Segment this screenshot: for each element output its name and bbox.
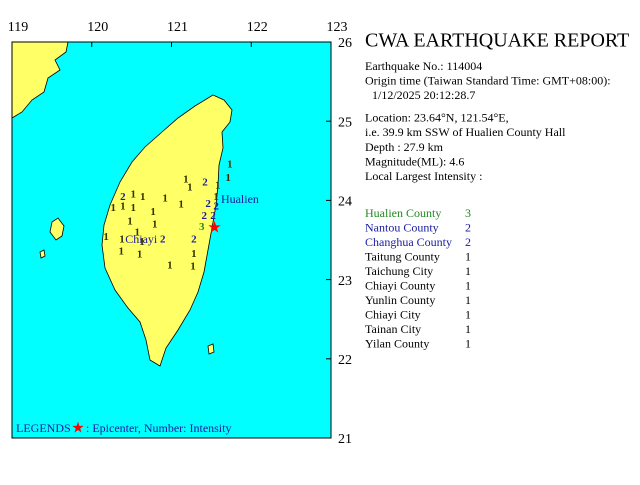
station-intensity: 1 [130,202,136,214]
lon-tick-label: 119 [8,20,28,35]
lat-tick-label: 25 [338,115,352,130]
county-intensity: 1 [465,264,471,278]
penghu [49,217,65,241]
lat-tick-label: 26 [338,36,352,51]
county-intensity: 3 [465,206,471,220]
station-intensity: 1 [103,231,109,243]
county-name: Taichung City [365,264,433,278]
county-intensity: 1 [465,322,471,336]
lat-tick-label: 23 [338,274,352,289]
lat-tick-label: 22 [338,353,352,368]
land [11,41,233,367]
station-intensity: 1 [183,173,189,185]
county-name: Tainan City [365,322,421,336]
station-intensity: 2 [210,210,216,222]
county-intensity: 1 [465,336,471,350]
station-intensity: 2 [201,210,207,222]
station-intensity: 1 [187,181,193,193]
station-intensity: 1 [178,199,184,211]
report-line: 1/12/2025 20:12:28.7 [372,88,475,102]
station-intensity: 1 [134,226,140,238]
station-intensity: 1 [150,206,156,218]
county-intensity: 2 [465,235,471,249]
station-intensity: 2 [213,200,219,212]
county-name: Hualien County [365,206,441,220]
station-intensity: 1 [120,200,126,212]
county-intensity: 1 [465,249,471,263]
legend-star: ★ [71,420,84,436]
station-intensity: 1 [140,191,146,203]
station-intensity: 1 [152,218,158,230]
island [39,249,46,259]
legend-label: LEGENDS [16,421,71,435]
lat-tick-label: 21 [338,432,352,447]
station-intensity: 2 [160,234,166,246]
station-intensity: 1 [119,245,125,257]
report-line: Origin time (Taiwan Standard Time: GMT+0… [365,73,611,87]
lat-tick-label: 24 [338,195,352,210]
lon-tick-label: 123 [327,20,348,35]
county-name: Yunlin County [365,293,435,307]
county-intensity: 1 [465,293,471,307]
station-intensity: 1 [162,192,168,204]
station-intensity: 1 [137,249,143,261]
station-intensity: 2 [205,198,211,210]
county-name: Taitung County [365,249,440,263]
report-title: CWA EARTHQUAKE REPORT [365,30,629,52]
county-intensity: 2 [465,220,471,234]
county-name: Nantou County [365,220,439,234]
county-name: Chiayi City [365,307,421,321]
station-intensity: 1 [190,260,196,272]
island [207,343,215,355]
county-name: Changhua County [365,235,452,249]
lon-tick-label: 122 [247,20,268,35]
station-intensity: 1 [111,202,117,214]
report-line: Local Largest Intensity : [365,169,482,183]
report-line: Depth : 27.9 km [365,140,444,154]
report-line: Location: 23.64°N, 121.54°E, [365,111,509,125]
station-intensity: 2 [191,234,197,246]
county-name: Yilan County [365,336,429,350]
china-coast [11,41,69,119]
legend-text: : Epicenter, Number: Intensity [86,421,231,435]
station-intensity: 1 [215,180,221,192]
taiwan [101,94,233,367]
station-intensity: 1 [213,191,219,203]
station-intensity: 1 [119,234,125,246]
place-label: Hualien [221,192,259,206]
place-label: Chiayi [125,232,158,246]
lon-tick-label: 121 [167,20,188,35]
report-line: Earthquake No.: 114004 [365,59,482,73]
county-intensity: 1 [465,307,471,321]
report-line: Magnitude(ML): 4.6 [365,154,464,168]
station-intensity: 1 [227,158,233,170]
station-intensity: 1 [191,248,197,260]
station-intensity: 2 [202,177,208,189]
station-intensity: 2 [120,191,126,203]
epicenter: ★ [207,220,221,237]
station-intensity: 1 [225,172,231,184]
county-name: Chiayi County [365,278,435,292]
station-intensity: 1 [167,260,173,272]
station-intensity: 1 [127,215,133,227]
station-intensity: 1 [139,236,145,248]
station-intensity: 3 [199,221,205,233]
station-intensity: 1 [130,188,136,200]
report-line: i.e. 39.9 km SSW of Hualien County Hall [365,125,566,139]
county-intensity: 1 [465,278,471,292]
lon-tick-label: 120 [87,20,108,35]
